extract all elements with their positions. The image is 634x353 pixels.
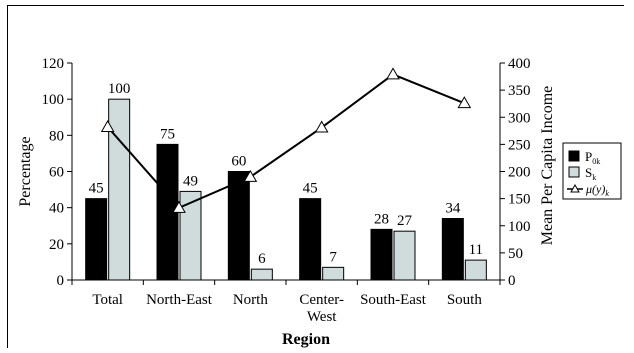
line-marker [172, 200, 186, 213]
x-tick-label: Total [92, 292, 123, 308]
y2-tick-label: 200 [508, 165, 531, 181]
legend-marker-mu-yk [570, 183, 580, 193]
line-marker [386, 67, 400, 80]
legend-swatch-sk [568, 166, 580, 178]
bar-sk [179, 190, 202, 281]
data-label: 28 [374, 211, 389, 227]
data-label: 45 [89, 181, 104, 197]
x-axis-title: Region [282, 331, 330, 348]
y-tick-label: 120 [42, 56, 65, 72]
chart-frame [7, 5, 624, 348]
y2-axis-title: Mean Per Capita Income [539, 86, 556, 246]
data-label: 75 [160, 126, 175, 142]
data-label: 34 [445, 201, 461, 217]
legend-label-p0k: P0k [585, 149, 600, 166]
bar-p0k [370, 228, 393, 281]
data-label: 45 [303, 181, 318, 197]
bar-sk [250, 268, 273, 281]
data-label: 27 [397, 213, 413, 229]
x-tick-label: South [447, 292, 483, 308]
legend-swatch-p0k [568, 150, 580, 162]
line-marker [100, 120, 115, 133]
bar-p0k [85, 198, 108, 281]
bar-p0k [441, 218, 464, 281]
y2-tick-label: 300 [508, 110, 531, 126]
y2-tick-label: 350 [508, 83, 531, 99]
line-marker [314, 120, 329, 133]
bar-p0k [299, 198, 322, 281]
y-tick-label: 60 [49, 165, 64, 181]
data-label: 7 [329, 249, 337, 265]
y-tick-label: 40 [49, 201, 64, 217]
y-tick-label: 20 [49, 237, 64, 253]
line-marker [457, 96, 472, 109]
y2-tick-label: 250 [508, 137, 531, 153]
y2-tick-label: 150 [508, 192, 531, 208]
x-tick-label: South-East [360, 292, 427, 308]
bar-sk [108, 98, 131, 281]
line-marker [243, 169, 258, 182]
data-label: 49 [183, 173, 198, 189]
x-tick-label: West [307, 309, 337, 325]
x-tick-label: Center- [299, 292, 344, 308]
x-tick-label: North-East [146, 292, 213, 308]
y2-tick-label: 50 [508, 246, 523, 262]
legend-label-mu-yk: μ(y)k [585, 182, 609, 198]
y-tick-label: 100 [42, 92, 65, 108]
y-axis-title: Percentage [17, 136, 34, 206]
y2-tick-label: 0 [508, 273, 516, 289]
data-label: 100 [108, 81, 131, 97]
data-label: 11 [469, 242, 483, 258]
bar-sk [393, 230, 416, 281]
y-tick-label: 0 [57, 273, 65, 289]
bar-sk [464, 259, 487, 281]
line-mu-yk [106, 73, 465, 210]
bar-sk [322, 266, 345, 281]
data-label: 60 [231, 154, 246, 170]
legend-label-sk: Sk [585, 165, 596, 182]
x-tick-label: North [233, 292, 268, 308]
bar-p0k [227, 171, 250, 281]
y2-tick-label: 400 [508, 56, 531, 72]
data-label: 6 [258, 251, 266, 267]
y2-tick-label: 100 [508, 219, 531, 235]
y-tick-label: 80 [49, 128, 64, 144]
